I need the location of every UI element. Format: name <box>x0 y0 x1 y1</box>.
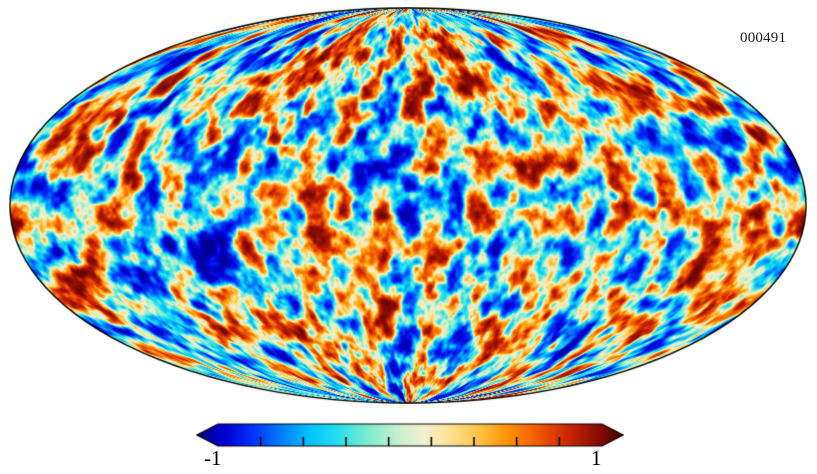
colorbar: -1 1 <box>196 420 624 474</box>
colorbar-gradient <box>196 420 624 452</box>
colorbar-max-label: 1 <box>591 446 602 470</box>
mollweide-sky-map <box>9 7 807 404</box>
colorbar-min-label: -1 <box>204 446 222 470</box>
figure-id-label: 000491 <box>740 30 787 46</box>
sky-map-canvas <box>9 7 807 404</box>
